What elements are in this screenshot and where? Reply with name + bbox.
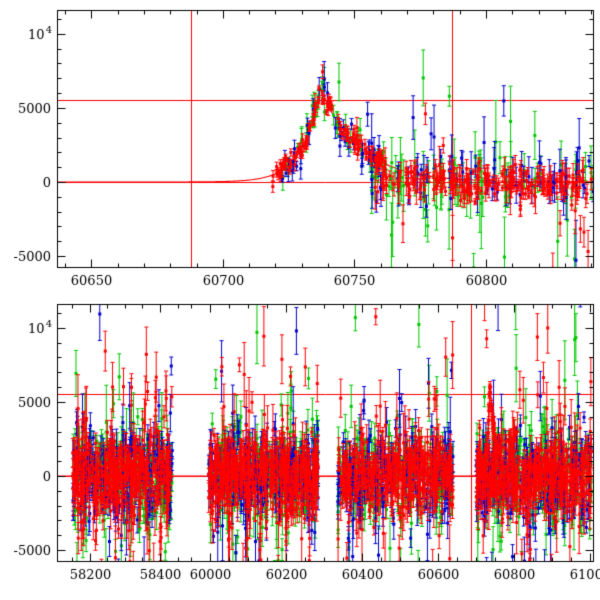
- light-curve-canvas: [0, 0, 600, 600]
- light-curve-figure: [0, 0, 600, 600]
